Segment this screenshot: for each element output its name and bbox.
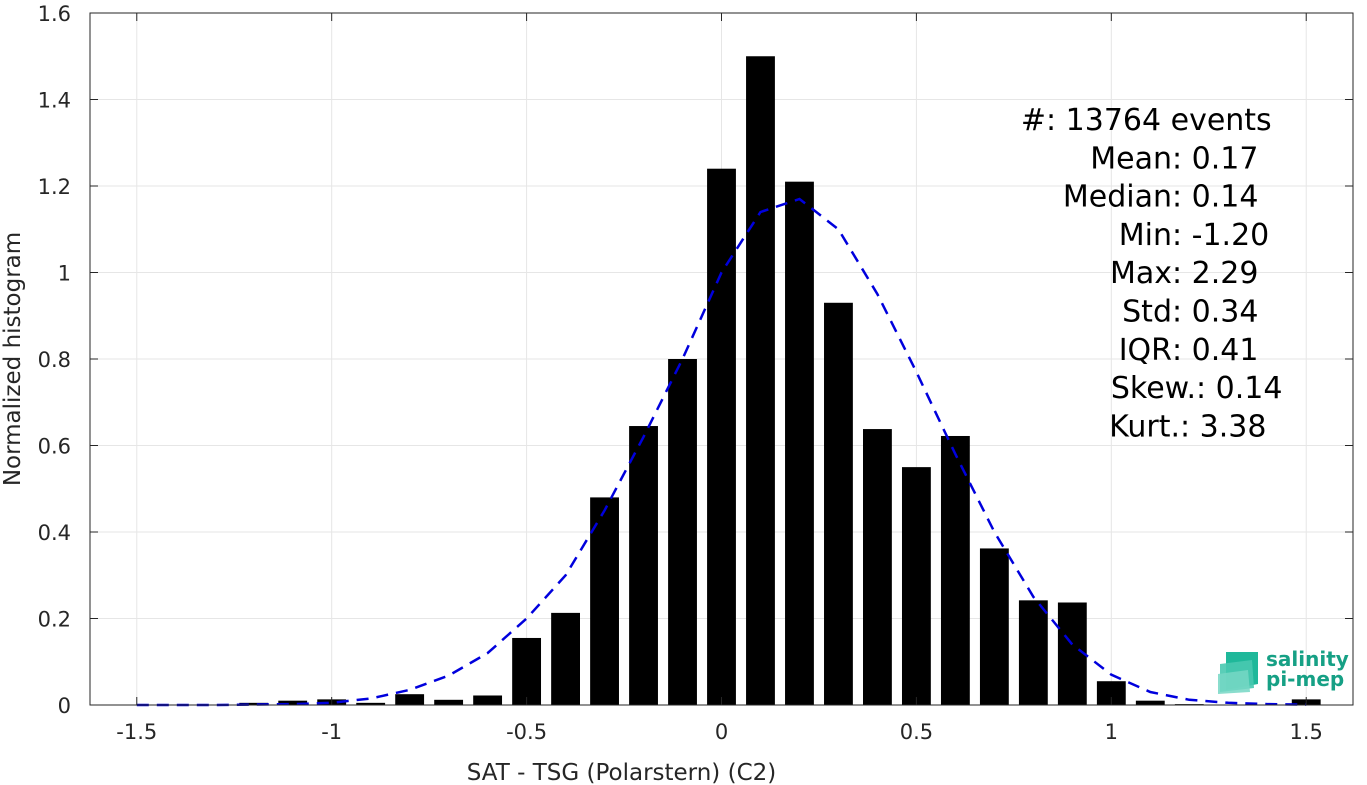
histogram-bar xyxy=(824,302,853,705)
stat-value: 3.38 xyxy=(1190,409,1266,444)
y-tick-label: 0.6 xyxy=(38,435,71,459)
histogram-bar xyxy=(590,497,619,705)
stat-value-row: : 3.38 xyxy=(1180,409,1266,444)
y-tick-label: 0.2 xyxy=(38,608,71,632)
stat-row: Std xyxy=(1122,295,1172,330)
stat-value: 0.14 xyxy=(1206,371,1282,406)
stat-value: 0.41 xyxy=(1182,333,1258,368)
stat-label: # xyxy=(1021,103,1046,138)
y-tick-label: 1.2 xyxy=(38,175,71,199)
x-tick-label: -1 xyxy=(321,720,342,744)
stat-label: Skew. xyxy=(1111,371,1196,406)
histogram-bar xyxy=(356,702,386,705)
logo-text-line1: salinity xyxy=(1266,647,1349,671)
stat-row: # xyxy=(1021,103,1046,138)
stat-label: Std xyxy=(1122,295,1172,330)
y-tick-label: 0 xyxy=(58,694,71,718)
stat-row: Kurt. xyxy=(1109,409,1180,444)
stat-value: 13764 events xyxy=(1056,103,1272,138)
stat-value-row: : 2.29 xyxy=(1172,256,1258,291)
x-tick-label: 1 xyxy=(1105,720,1118,744)
stat-separator: : xyxy=(1172,295,1182,330)
stat-label: Min xyxy=(1119,218,1172,253)
y-tick-label: 1.6 xyxy=(38,2,71,26)
stat-separator: : xyxy=(1172,218,1182,253)
axis-ticks: -1.5 -1 -0.5 0 0.5 1 1.5 0 0.2 0.4 0.6 0.8 1 1.2 1.4 1.… xyxy=(38,2,1353,744)
histogram-bar xyxy=(1018,600,1048,705)
y-tick-label: 0.4 xyxy=(38,521,71,545)
x-tick-label: -0.5 xyxy=(506,720,547,744)
histogram-bar xyxy=(512,637,542,705)
stat-value: 2.29 xyxy=(1182,256,1258,291)
stat-label: Median xyxy=(1063,180,1172,215)
stat-row: Skew. xyxy=(1111,371,1196,406)
histogram-bar xyxy=(629,426,658,705)
histogram-bar xyxy=(278,700,308,705)
histogram-bar xyxy=(395,694,425,705)
histogram-bar xyxy=(979,548,1009,705)
stat-row: IQR xyxy=(1119,333,1172,368)
x-tick-label: 0 xyxy=(715,720,728,744)
stat-separator: : xyxy=(1046,103,1056,138)
histogram-bars xyxy=(239,56,1321,706)
histogram-bar xyxy=(746,56,775,705)
y-tick-label: 1 xyxy=(58,262,71,286)
x-tick-label: 1.5 xyxy=(1290,720,1323,744)
y-tick-label: 1.4 xyxy=(38,89,71,113)
fit-curve xyxy=(136,197,1307,707)
stat-label: Mean xyxy=(1090,141,1172,176)
stat-label: Max xyxy=(1110,256,1172,291)
histogram-bar xyxy=(863,429,892,705)
logo-mark xyxy=(1218,652,1258,694)
histogram-bar xyxy=(940,435,970,705)
stat-separator: : xyxy=(1172,180,1182,215)
stat-value-row: : 0.14 xyxy=(1196,371,1282,406)
salinity-pi-mep-logo: salinity pi-mep xyxy=(1218,647,1349,694)
stat-value-row: : 0.41 xyxy=(1172,333,1258,368)
histogram-bar xyxy=(1135,700,1165,705)
stat-row: Median xyxy=(1063,180,1172,215)
stat-separator: : xyxy=(1172,333,1182,368)
stat-value: 0.14 xyxy=(1182,180,1258,215)
y-tick-label: 0.8 xyxy=(38,348,71,372)
x-tick-label: 0.5 xyxy=(900,720,933,744)
stat-separator: : xyxy=(1172,141,1182,176)
x-axis-label: SAT - TSG (Polarstern) (C2) xyxy=(467,760,776,785)
stat-separator: : xyxy=(1180,409,1190,444)
histogram-bar xyxy=(1096,681,1126,705)
stat-label: Kurt. xyxy=(1109,409,1180,444)
stat-row: Mean xyxy=(1090,141,1172,176)
stat-value-row: : 0.34 xyxy=(1172,295,1258,330)
histogram-bar xyxy=(785,181,814,706)
stat-label: IQR xyxy=(1119,333,1172,368)
x-tick-label: -1.5 xyxy=(116,720,157,744)
histogram-bar xyxy=(707,168,736,705)
histogram-bar xyxy=(1057,602,1087,705)
histogram-bar xyxy=(473,695,503,705)
histogram-bar xyxy=(901,467,931,705)
histogram-bar xyxy=(239,702,269,705)
y-axis-label: Normalized histogram xyxy=(0,232,26,486)
stat-value: -1.20 xyxy=(1182,218,1269,253)
stat-value: 0.34 xyxy=(1182,295,1258,330)
stat-value-row: : -1.20 xyxy=(1172,218,1269,253)
histogram-bar xyxy=(551,612,580,705)
histogram-bar xyxy=(668,359,697,705)
stat-separator: : xyxy=(1172,256,1182,291)
stat-value-row: : 0.17 xyxy=(1172,141,1258,176)
stat-value: 0.17 xyxy=(1182,141,1258,176)
stat-separator: : xyxy=(1196,371,1206,406)
stat-value-row: : 13764 events xyxy=(1046,103,1272,138)
stat-row: Min xyxy=(1119,218,1172,253)
logo-text-line2: pi-mep xyxy=(1266,667,1344,691)
stat-row: Max xyxy=(1110,256,1172,291)
stat-value-row: : 0.14 xyxy=(1172,180,1258,215)
histogram-bar xyxy=(434,699,464,705)
